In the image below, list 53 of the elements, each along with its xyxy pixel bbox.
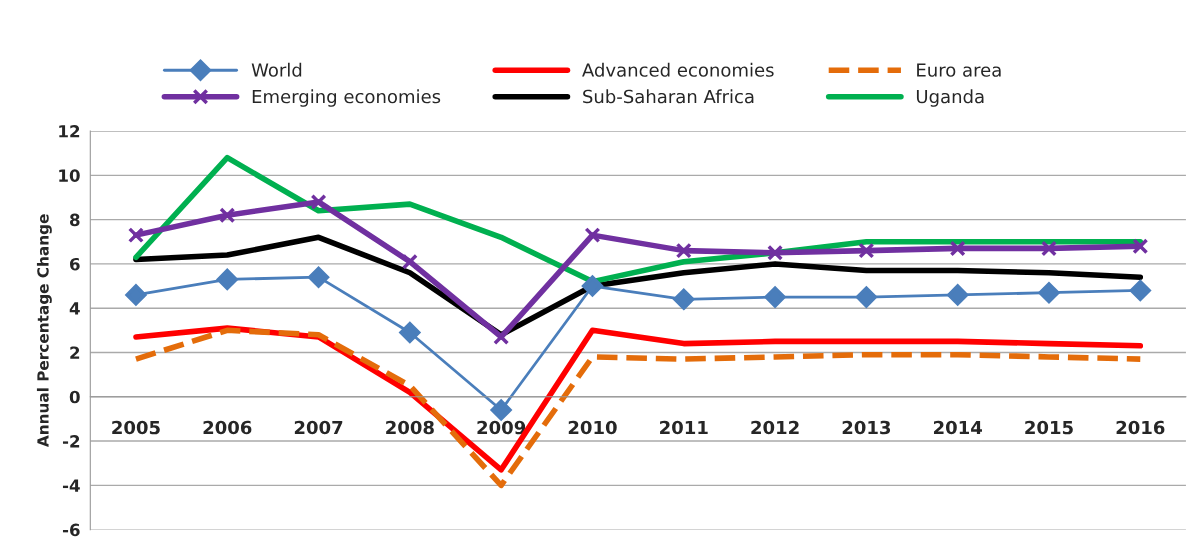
point	[764, 286, 786, 308]
x-tick-label: 2007	[294, 420, 343, 435]
x-tick-label: 2006	[203, 420, 252, 435]
x-tick-label: 2013	[842, 420, 891, 435]
x-tick-label: 2016	[1116, 420, 1165, 435]
point	[127, 227, 144, 244]
point	[399, 321, 421, 344]
x-tick-label: 2005	[112, 420, 160, 435]
point	[125, 284, 147, 306]
y-tick-label: 6	[70, 257, 80, 271]
y-tick-label: -2	[62, 435, 80, 448]
x-tick-label: 2010	[568, 420, 617, 435]
y-tick-label: -6	[62, 523, 80, 537]
legend-label: Uganda	[916, 89, 984, 107]
point	[947, 284, 969, 306]
point	[581, 275, 604, 297]
y-axis-title: Annual Percentage Change	[36, 214, 52, 448]
y-tick-label: 8	[70, 213, 80, 227]
point	[1129, 279, 1151, 302]
y-tick-label: -4	[62, 479, 80, 492]
point	[307, 266, 330, 288]
legend-label: World	[251, 62, 302, 77]
legend-label: Advanced economies	[582, 62, 774, 77]
x-tick-label: 2009	[477, 420, 526, 435]
point	[1132, 238, 1149, 255]
point	[401, 253, 418, 270]
point	[858, 242, 875, 259]
point	[490, 399, 512, 421]
legend-label: Euro area	[917, 63, 1001, 77]
point	[673, 288, 695, 310]
y-tick-label: 10	[59, 169, 80, 182]
point	[310, 193, 327, 210]
point	[767, 244, 784, 261]
y-tick-label: 0	[69, 390, 80, 404]
y-tick-label: 2	[70, 346, 80, 359]
y-tick-label: 4	[69, 302, 80, 315]
point	[584, 227, 601, 244]
y-tick-label: 12	[59, 125, 80, 138]
point	[1038, 282, 1060, 304]
x-tick-label: 2015	[1025, 420, 1073, 435]
x-tick-label: 2011	[660, 420, 708, 435]
point	[493, 328, 510, 345]
point	[1040, 240, 1057, 257]
x-tick-label: 2012	[751, 420, 799, 435]
x-tick-label: 2008	[386, 420, 434, 435]
point	[949, 240, 966, 257]
point	[216, 268, 238, 290]
legend-label: Emerging economies	[252, 89, 441, 107]
point	[855, 286, 877, 308]
x-tick-label: 2014	[933, 420, 982, 435]
legend-label: Sub-Saharan Africa	[583, 89, 754, 104]
point	[675, 242, 692, 259]
point	[219, 207, 236, 224]
